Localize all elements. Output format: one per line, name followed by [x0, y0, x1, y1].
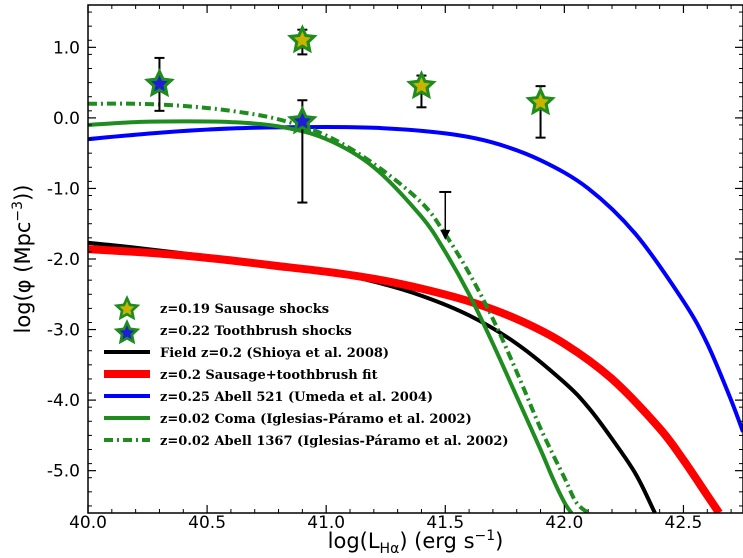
data-point-z-0-19-sausage-shocks: [287, 24, 318, 54]
x-tick-label: 40.0: [69, 513, 107, 533]
legend-item-z-0-02-abell-1367-iglesias-p-ramo-et-al-2002: z=0.02 Abell 1367 (Iglesias-Páramo et al…: [104, 434, 509, 449]
data-point-z-0-22-toothbrush-shocks: [144, 68, 175, 97]
legend-item-z-0-19-sausage-shocks: z=0.19 Sausage shocks: [113, 295, 329, 321]
y-tick-label: 0.0: [53, 109, 80, 129]
data-point-z-0-22-toothbrush-shocks-inner: [151, 75, 168, 92]
legend-label: z=0.2 Sausage+toothbrush fit: [160, 368, 378, 383]
data-point-z-0-19-sausage-shocks-inner: [532, 93, 549, 110]
series-line-z-0-02-abell-1367-iglesias-p-ramo-et-al-2002: [88, 101, 590, 513]
legend-label: z=0.19 Sausage shocks: [160, 302, 329, 317]
legend-item-z-0-25-abell-521-umeda-et-al-2004: z=0.25 Abell 521 (Umeda et al. 2004): [104, 390, 433, 405]
legend-label: z=0.02 Coma (Iglesias-Páramo et al. 2002…: [160, 412, 472, 427]
legend-item-z-0-2-sausage-toothbrush-fit: z=0.2 Sausage+toothbrush fit: [104, 368, 378, 383]
x-tick-label: 42.0: [545, 513, 583, 533]
x-tick-label: 42.5: [665, 513, 703, 533]
legend-label: Field z=0.2 (Shioya et al. 2008): [160, 346, 389, 361]
legend-label: z=0.22 Toothbrush shocks: [160, 324, 352, 339]
series-line-z-0-2-sausage-toothbrush-fit: [88, 245, 723, 513]
data-point-z-0-19-sausage-shocks-inner: [294, 31, 311, 48]
x-axis-title: log(LHα) (erg s−1): [328, 528, 504, 557]
data-point-z-0-19-sausage-shocks: [406, 70, 437, 100]
x-tick-label: 40.5: [188, 513, 226, 533]
x-tick-label: 41.5: [426, 513, 464, 533]
data-point-z-0-19-sausage-shocks-inner: [413, 77, 430, 94]
data-point-z-0-22-toothbrush-shocks-inner: [294, 112, 311, 129]
data-point-z-0-19-sausage-shocks: [525, 86, 556, 116]
legend-item-z-0-02-coma-iglesias-p-ramo-et-al-2002: z=0.02 Coma (Iglesias-Páramo et al. 2002…: [104, 412, 472, 427]
upper-limit-marker: [439, 190, 452, 240]
x-tick-label: 41.0: [307, 513, 345, 533]
y-tick-label: 1.0: [53, 38, 80, 58]
legend-item-z-0-22-toothbrush-shocks: z=0.22 Toothbrush shocks: [113, 319, 352, 345]
legend-label: z=0.25 Abell 521 (Umeda et al. 2004): [160, 390, 433, 405]
legend-star-marker-inner: [119, 325, 135, 340]
data-point-z-0-22-toothbrush-shocks: [287, 105, 318, 135]
series-line-z-0-25-abell-521-umeda-et-al-2004: [88, 124, 743, 433]
y-tick-label: -1.0: [47, 179, 80, 199]
y-tick-label: -5.0: [47, 462, 80, 482]
y-axis-title: log(φ (Mpc−3)): [10, 185, 35, 334]
upper-limit-arrowhead: [440, 229, 451, 240]
legend-star-marker-inner: [119, 301, 135, 316]
y-tick-label: -2.0: [47, 250, 80, 270]
legend-item-field-z-0-2-shioya-et-al-2008: Field z=0.2 (Shioya et al. 2008): [104, 346, 389, 361]
y-tick-label: -4.0: [47, 391, 80, 411]
legend-star-marker: [113, 319, 141, 345]
series-line-z-0-02-coma-iglesias-p-ramo-et-al-2002: [88, 119, 574, 513]
legend-label: z=0.02 Abell 1367 (Iglesias-Páramo et al…: [160, 434, 509, 449]
legend-star-marker: [113, 295, 141, 321]
y-tick-label: -3.0: [47, 321, 80, 341]
